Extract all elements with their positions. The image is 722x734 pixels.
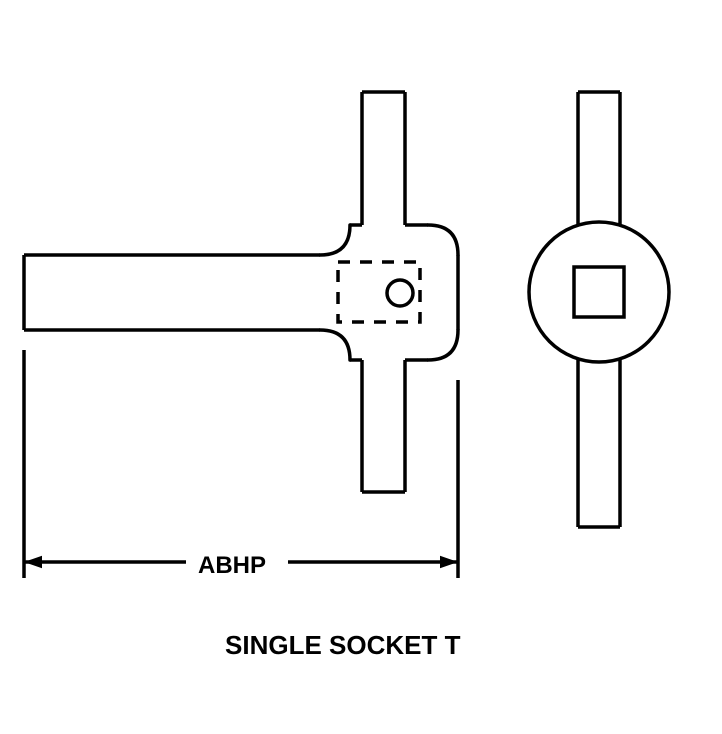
diagram-svg bbox=[0, 0, 722, 734]
diagram-title: SINGLE SOCKET T bbox=[225, 630, 460, 661]
diagram-canvas: ABHP SINGLE SOCKET T bbox=[0, 0, 722, 734]
dimension-label: ABHP bbox=[198, 552, 266, 580]
